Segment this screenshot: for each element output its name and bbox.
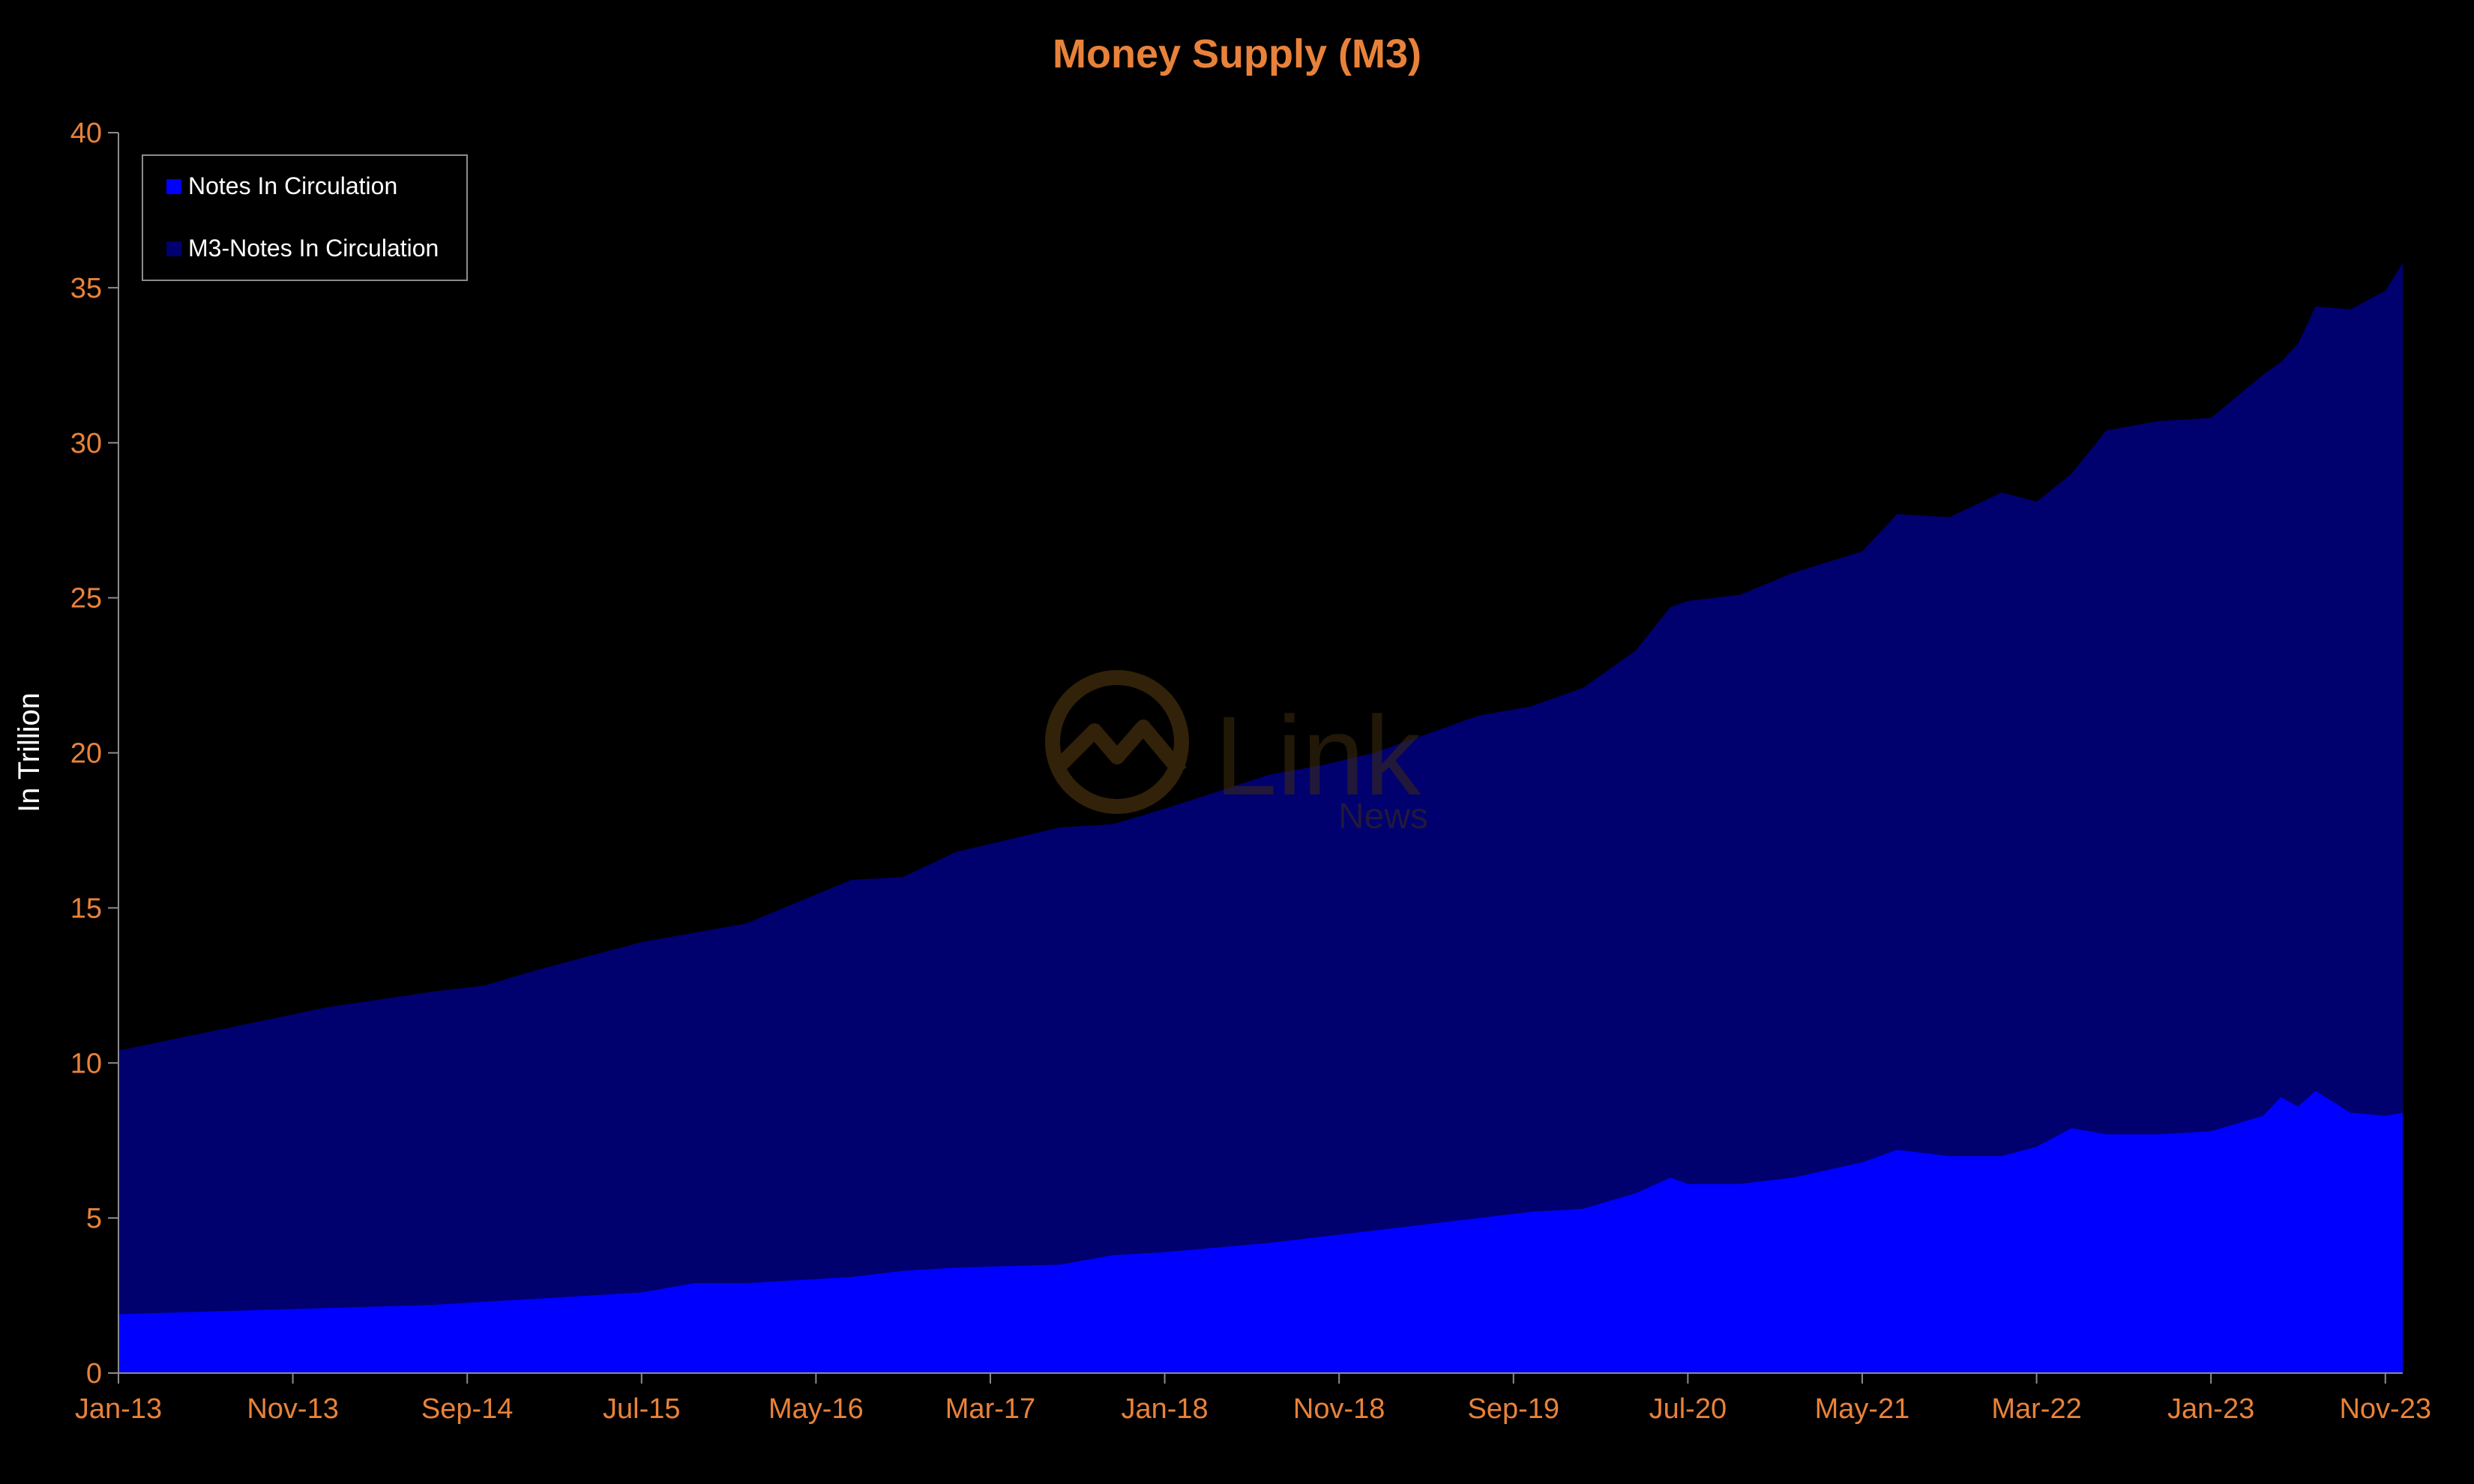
x-tick-label: Mar-22 xyxy=(1991,1393,2081,1425)
x-tick-label: Nov-23 xyxy=(2339,1393,2431,1425)
y-tick-label: 5 xyxy=(86,1203,102,1234)
x-tick-label: Jan-18 xyxy=(1121,1393,1208,1425)
x-ticks: Jan-13 Nov-13 Sep-14 Jul-15 May-16 Mar-17 Jan-… xyxy=(75,1373,2431,1425)
x-tick-label: Nov-13 xyxy=(247,1393,339,1425)
legend-label-notes: Notes In Circulation xyxy=(188,172,397,199)
legend-swatch-notes xyxy=(166,179,181,194)
chart-circle-logo-icon xyxy=(1045,670,1189,814)
x-tick-label: Mar-17 xyxy=(945,1393,1035,1425)
y-tick-label: 20 xyxy=(70,738,102,770)
y-tick-label: 35 xyxy=(70,273,102,304)
legend-swatch-m3-minus-notes xyxy=(166,241,181,256)
legend: Notes In Circulation M3-Notes In Circula… xyxy=(142,154,468,281)
y-ticks: 0 5 10 15 20 25 30 35 40 xyxy=(70,118,118,1390)
chart-title: Money Supply (M3) xyxy=(1053,31,1421,76)
x-tick-label: Jul-15 xyxy=(603,1393,681,1425)
x-tick-label: Sep-19 xyxy=(1467,1393,1559,1425)
y-tick-label: 30 xyxy=(70,428,102,459)
x-tick-label: Jan-23 xyxy=(2167,1393,2254,1425)
x-tick-label: May-21 xyxy=(1815,1393,1910,1425)
y-tick-label: 40 xyxy=(70,118,102,149)
x-tick-label: Jan-13 xyxy=(75,1393,162,1425)
legend-box xyxy=(142,154,468,281)
y-tick-label: 25 xyxy=(70,583,102,615)
x-tick-label: Nov-18 xyxy=(1293,1393,1385,1425)
watermark-sub: News xyxy=(1338,797,1428,836)
y-axis-label: In Trillion xyxy=(13,693,46,812)
area-notes-in-circulation xyxy=(118,1091,2403,1373)
area-m3-minus-notes xyxy=(118,262,2403,1315)
area-layer xyxy=(118,262,2403,1373)
watermark-brand: Link xyxy=(1215,693,1421,818)
watermark: Link News xyxy=(1045,670,1428,836)
x-tick-label: Sep-14 xyxy=(421,1393,514,1425)
x-tick-label: May-16 xyxy=(768,1393,864,1425)
x-tick-label: Jul-20 xyxy=(1649,1393,1727,1425)
y-tick-label: 10 xyxy=(70,1048,102,1079)
y-tick-label: 15 xyxy=(70,893,102,924)
legend-label-m3-minus-notes: M3-Notes In Circulation xyxy=(188,235,439,262)
y-tick-label: 0 xyxy=(86,1358,102,1390)
